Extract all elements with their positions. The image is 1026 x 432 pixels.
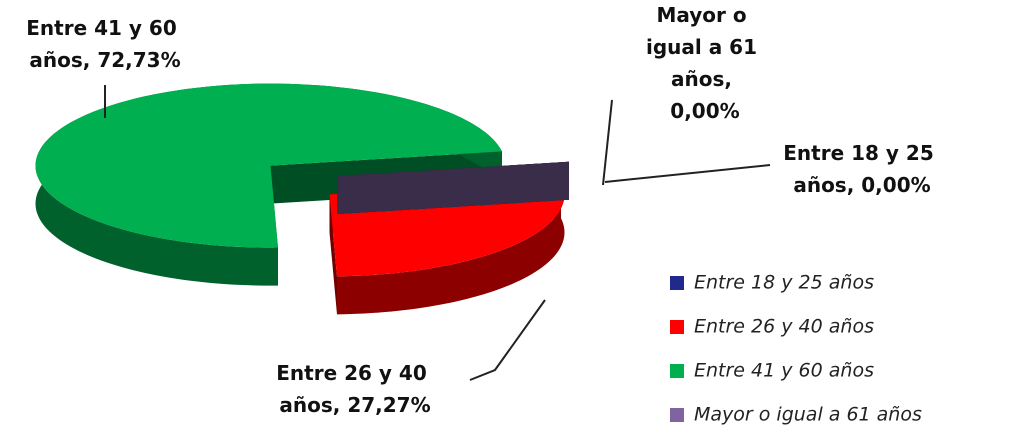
legend-label: Mayor o igual a 61 años: [694, 404, 922, 426]
slice-wall: [329, 194, 337, 315]
data-label: Entre 26 y 40 años, 27,27%: [276, 361, 433, 417]
leader-line: [469, 299, 546, 381]
data-label: Entre 18 y 25 años, 0,00%: [783, 141, 940, 197]
leader-line: [604, 164, 771, 183]
legend-swatch: [670, 408, 684, 422]
leader-line: [602, 99, 613, 186]
legend-swatch: [670, 276, 684, 290]
data-label: Mayor o igual a 61 años, 0,00%: [646, 3, 764, 123]
legend-label: Entre 26 y 40 años: [694, 316, 874, 338]
legend: Entre 18 y 25 años Entre 26 y 40 años Entr…: [670, 272, 922, 426]
slice-top: [35, 83, 502, 248]
slice: [337, 161, 569, 215]
legend-swatch: [670, 320, 684, 334]
pie: [35, 83, 569, 315]
data-labels: Entre 18 y 25 años, 0,00% Entre 26 y 40 a…: [26, 3, 940, 417]
slice-wall: [337, 161, 569, 215]
legend-swatch: [670, 364, 684, 378]
slice-side: [336, 180, 565, 315]
leader-lines: [104, 85, 771, 381]
legend-label: Entre 41 y 60 años: [694, 360, 874, 382]
legend-label: Entre 18 y 25 años: [694, 272, 874, 294]
data-label: Entre 41 y 60 años, 72,73%: [26, 16, 183, 72]
